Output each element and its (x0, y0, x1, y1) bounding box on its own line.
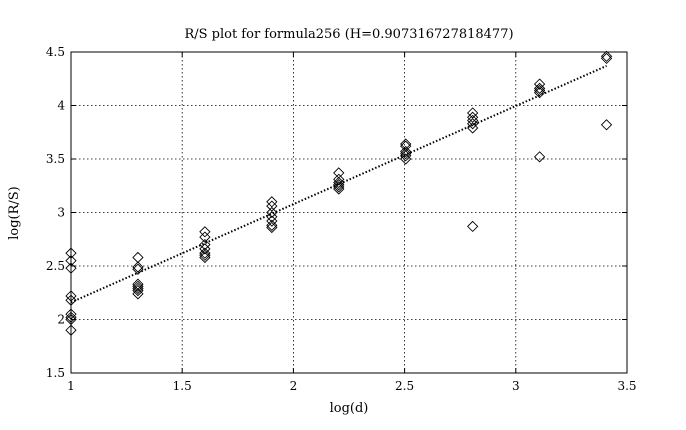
data-point (199, 251, 211, 264)
data-point (467, 111, 479, 123)
fit-line-group (70, 64, 607, 304)
data-point (533, 151, 546, 163)
data-point (199, 249, 211, 261)
data-point (600, 119, 613, 131)
data-point (266, 219, 278, 231)
x-tick-label: 3 (512, 379, 520, 393)
grid-lines (71, 52, 627, 373)
data-point (400, 148, 412, 160)
data-point (333, 179, 345, 191)
data-point (533, 78, 546, 90)
data-point (400, 145, 412, 158)
y-axis-label: log(R/S) (7, 186, 22, 240)
data-point (333, 181, 345, 193)
data-point (533, 84, 546, 97)
fit-line (70, 64, 607, 304)
data-point (467, 107, 479, 119)
data-point (600, 50, 613, 62)
data-point (199, 238, 211, 251)
data-point (132, 282, 144, 295)
x-axis-label: log(d) (330, 401, 369, 416)
data-point (266, 215, 278, 227)
x-tick-label: 3.5 (617, 379, 636, 393)
data-point (266, 206, 278, 219)
data-point (266, 221, 278, 234)
data-point (533, 87, 546, 99)
data-point (467, 118, 479, 130)
data-point (400, 150, 412, 162)
x-tick-label: 2.5 (395, 379, 414, 393)
data-point (333, 183, 345, 195)
data-point (132, 263, 144, 275)
data-point (266, 196, 278, 208)
y-tick-label: 3 (57, 206, 65, 220)
x-tick-label: 2 (290, 379, 298, 393)
data-point (266, 211, 278, 223)
y-tick-label: 4.5 (46, 45, 65, 59)
y-tick-label: 2.5 (46, 259, 65, 273)
y-tick-label: 3.5 (46, 152, 65, 166)
data-point (333, 176, 345, 189)
data-point (266, 200, 278, 212)
data-point (467, 122, 479, 134)
data-point (533, 82, 546, 95)
x-tick-label: 1.5 (173, 379, 192, 393)
data-point (199, 226, 211, 238)
data-point (199, 247, 211, 259)
data-point (132, 288, 144, 300)
data-point (400, 153, 412, 165)
data-point (467, 220, 479, 233)
data-point (132, 284, 144, 297)
axis-ticks: 1 1.5 2 2.5 3 3.51.522.533.544.5 (46, 45, 637, 393)
y-tick-label: 2 (57, 313, 65, 327)
data-point (199, 231, 211, 243)
chart-title: R/S plot for formula256 (H=0.90731672781… (184, 27, 513, 42)
x-tick-label: 1 (67, 379, 75, 393)
data-point (600, 52, 613, 65)
data-point (199, 243, 211, 255)
y-tick-label: 1.5 (46, 366, 65, 380)
y-tick-label: 4 (57, 99, 65, 113)
data-point (132, 280, 144, 292)
data-point (132, 261, 144, 273)
data-point (467, 114, 479, 127)
